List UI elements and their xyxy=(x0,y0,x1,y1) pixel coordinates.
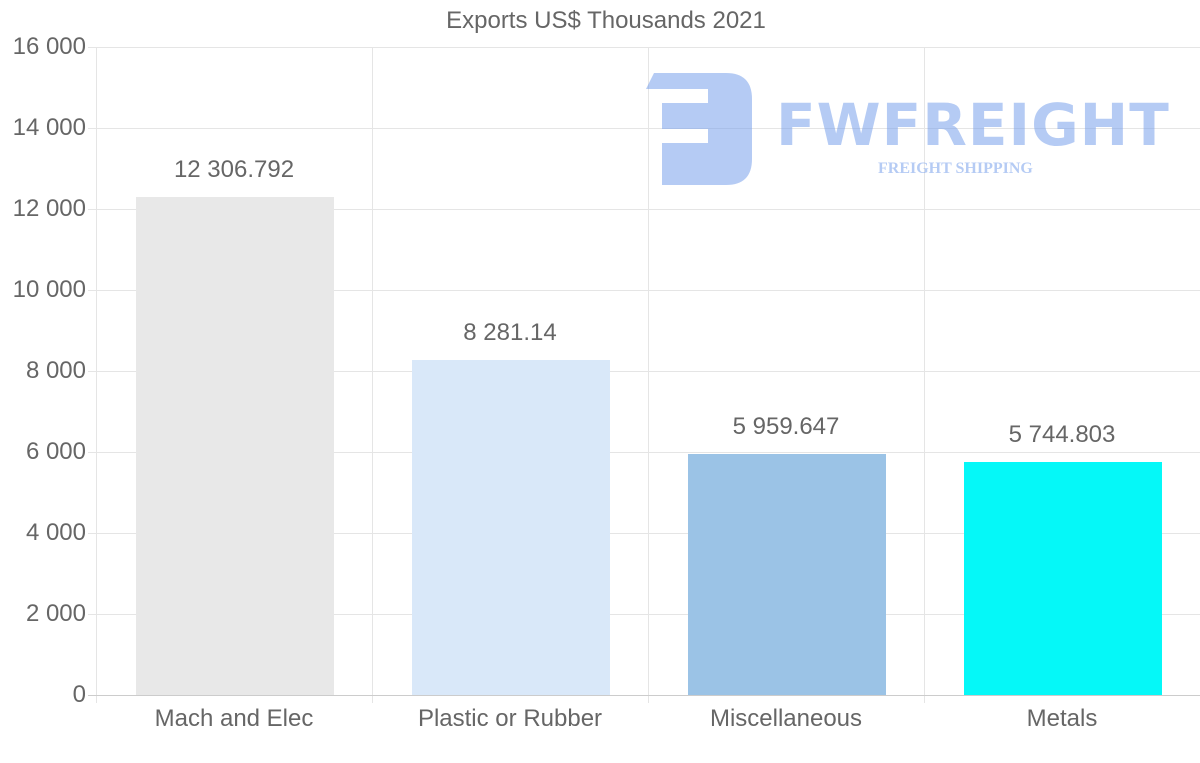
gridline-vertical xyxy=(96,47,97,703)
y-tick-label: 14 000 xyxy=(12,114,86,141)
gridline-horizontal xyxy=(88,452,1200,453)
fwfreight-watermark-logo: FWFREIGHT FREIGHT SHIPPING xyxy=(646,73,1169,188)
y-tick-label: 10 000 xyxy=(12,276,86,303)
gridline-vertical xyxy=(648,47,649,703)
fwfreight-logo-icon xyxy=(646,73,752,185)
bar-value-label: 5 959.647 xyxy=(732,412,840,440)
bar-value-label: 8 281.14 xyxy=(463,318,557,346)
gridline-horizontal xyxy=(88,533,1200,534)
y-tick-label: 2 000 xyxy=(25,600,86,627)
watermark-brand: FWFREIGHT xyxy=(776,91,1170,159)
gridline-horizontal xyxy=(88,128,1200,129)
bar-value-label: 5 744.803 xyxy=(1008,421,1116,449)
y-tick-label: 16 000 xyxy=(12,33,86,60)
x-tick-label: Mach and Elec xyxy=(154,705,314,732)
gridline-vertical xyxy=(372,47,373,703)
y-tick-label: 0 xyxy=(72,681,86,708)
gridline-horizontal xyxy=(88,209,1200,210)
x-tick-label: Metals xyxy=(1026,705,1098,732)
y-tick-label: 12 000 xyxy=(12,195,86,222)
gridline-horizontal xyxy=(88,290,1200,291)
gridline-horizontal xyxy=(88,614,1200,615)
bar-plastic-or-rubber[interactable] xyxy=(412,359,610,695)
y-tick-label: 8 000 xyxy=(25,357,86,384)
bar-mach-and-elec[interactable] xyxy=(136,196,334,695)
bar-metals[interactable] xyxy=(964,462,1162,695)
y-tick-label: 4 000 xyxy=(25,519,86,546)
gridline-horizontal xyxy=(88,371,1200,372)
gridline-horizontal xyxy=(88,47,1200,48)
chart-title: Exports US$ Thousands 2021 xyxy=(446,7,766,34)
watermark-tagline: FREIGHT SHIPPING xyxy=(878,160,1033,177)
gridline-vertical xyxy=(924,47,925,703)
x-tick-label: Plastic or Rubber xyxy=(417,705,603,732)
x-tick-label: Miscellaneous xyxy=(709,705,863,732)
bar-miscellaneous[interactable] xyxy=(688,453,886,695)
plot-area: FWFREIGHT FREIGHT SHIPPING 12 306.792 8 2… xyxy=(88,47,1200,703)
gridline-horizontal xyxy=(88,695,1200,696)
y-tick-label: 6 000 xyxy=(25,438,86,465)
bar-value-label: 12 306.792 xyxy=(173,155,295,183)
